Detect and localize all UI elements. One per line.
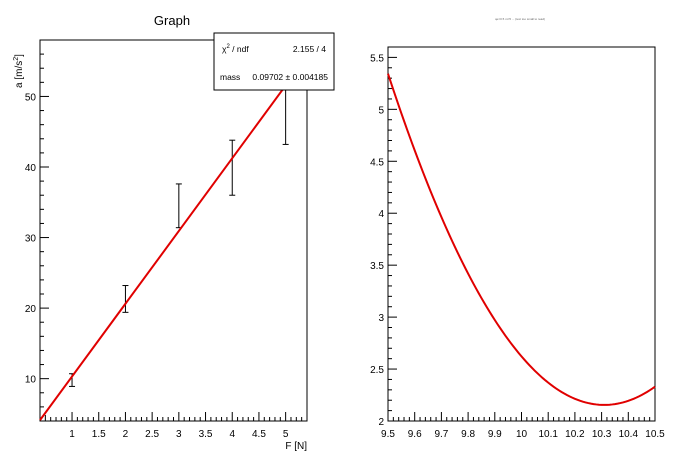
stats-box-frame <box>213 32 335 91</box>
svg-text:a [m/s2]: a [m/s2] <box>13 54 25 88</box>
x-tick-label: 2 <box>123 429 129 440</box>
chi2-symbol: χ <box>222 44 227 54</box>
param-value: 0.09702 ± 0.004185 <box>252 72 328 82</box>
y-tick-label: 50 <box>25 92 37 103</box>
x-tick-label: 3 <box>176 429 182 440</box>
curve-line <box>387 73 656 406</box>
y-axis-label-superscript: 2 <box>13 57 20 61</box>
x-tick-label: 10.4 <box>619 429 639 440</box>
x-tick-label: 9.6 <box>408 429 422 440</box>
plot-frame <box>39 39 308 422</box>
y-axis-label: a [m/s2] <box>13 54 25 88</box>
right-chart-title: qe=0.5 m=5 ... (text too small to read) <box>495 17 545 21</box>
chi2-label: χ2 / ndf <box>222 44 249 54</box>
x-tick-label: 4.5 <box>252 429 266 440</box>
chi2-value: 2.155 / 4 <box>293 44 326 54</box>
x-tick-label: 1 <box>69 429 75 440</box>
x-axis-label: F [N] <box>285 441 307 452</box>
y-tick-label: 5 <box>378 105 384 116</box>
y-axis-label-end: ] <box>14 54 25 57</box>
data-point <box>175 183 182 229</box>
x-tick-label: 3.5 <box>199 429 213 440</box>
left-chart-panel: Graph a [m/s2] 1 1.5 2 2.5 3 3.5 4 4.5 5 1020304… <box>13 13 335 452</box>
y-tick-label: 2 <box>378 417 384 428</box>
y-axis-ticks: 2 2.5 3 3.5 4 4.5 5 5.5 <box>370 46 397 428</box>
x-tick-label: 1.5 <box>92 429 106 440</box>
fit-line <box>39 70 298 421</box>
param-name: mass <box>220 72 240 82</box>
chart-title: Graph <box>154 13 190 28</box>
y-tick-label: 40 <box>25 163 37 174</box>
y-tick-label: 3 <box>378 313 384 324</box>
x-tick-label: 9.7 <box>434 429 448 440</box>
x-tick-label: 4 <box>229 429 235 440</box>
y-tick-label: 2.5 <box>370 365 384 376</box>
y-tick-label: 20 <box>25 304 37 315</box>
x-tick-label: 9.9 <box>488 429 502 440</box>
x-tick-label: 10.5 <box>645 429 665 440</box>
y-axis-ticks: 10 20 30 40 50 <box>25 53 49 408</box>
chi2-label-rest: / ndf <box>230 44 250 54</box>
x-tick-label: 9.5 <box>381 429 395 440</box>
y-tick-label: 4.5 <box>370 157 384 168</box>
stats-box: χ2 / ndf 2.155 / 4 mass 0.09702 ± 0.0041… <box>213 32 335 91</box>
data-point <box>122 285 129 313</box>
y-tick-label: 4 <box>378 209 384 220</box>
y-axis-label-main: a [m/s <box>14 61 25 88</box>
x-tick-label: 10 <box>516 429 528 440</box>
chi2-superscript: 2 <box>226 44 230 50</box>
x-tick-label: 10.2 <box>565 429 585 440</box>
y-tick-label: 5.5 <box>370 53 384 64</box>
x-tick-label: 5 <box>283 429 289 440</box>
y-tick-label: 30 <box>25 234 37 245</box>
data-point <box>229 139 236 196</box>
plot-frame <box>387 46 656 422</box>
x-tick-label: 10.1 <box>538 429 558 440</box>
x-axis-ticks: 1 1.5 2 2.5 3 3.5 4 4.5 5 <box>44 412 303 440</box>
x-tick-label: 2.5 <box>145 429 159 440</box>
x-tick-label: 9.8 <box>461 429 475 440</box>
y-tick-label: 3.5 <box>370 261 384 272</box>
right-chart-panel: qe=0.5 m=5 ... (text too small to read) … <box>370 17 665 440</box>
x-tick-label: 10.3 <box>592 429 612 440</box>
y-tick-label: 10 <box>25 375 37 386</box>
x-axis-ticks: 9.5 9.6 9.7 9.8 9.9 10 10.1 10.2 10.3 10.4 10.5 <box>381 412 665 440</box>
